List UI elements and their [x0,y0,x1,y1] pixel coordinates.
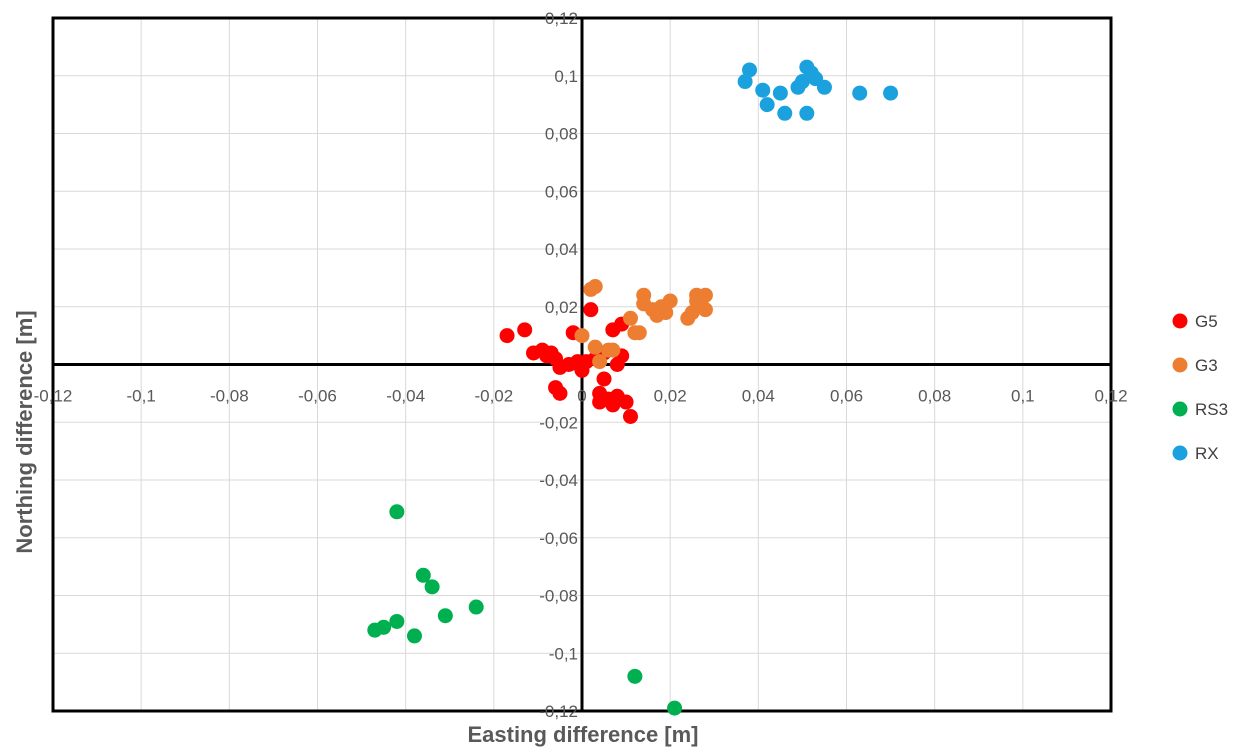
y-tick-label: 0,1 [554,67,578,86]
point-g3 [592,354,608,370]
x-tick-label: 0,12 [1094,387,1127,406]
point-g3 [697,287,713,303]
point-rx [772,85,788,101]
point-g5 [596,371,612,387]
point-rs3 [415,567,431,583]
point-g3 [631,325,647,341]
x-tick-label: 0,02 [654,387,687,406]
x-tick-label: -0,04 [386,387,425,406]
point-rs3 [376,619,392,635]
legend-marker-g3 [1172,357,1188,373]
x-tick-label: -0,02 [474,387,513,406]
series-rs3 [367,504,683,716]
x-tick-label: -0,06 [298,387,337,406]
point-g5 [622,408,638,424]
point-g3 [658,305,674,321]
x-tick-label: 0,08 [918,387,951,406]
point-g3 [662,293,678,309]
point-g5 [499,328,515,344]
legend-marker-rx [1172,445,1188,461]
legend-label-rs3: RS3 [1195,400,1228,419]
x-tick-label: 0,06 [830,387,863,406]
point-g5 [552,385,568,401]
y-tick-label: -0,12 [539,702,578,721]
y-tick-label: 0,12 [545,9,578,28]
x-axis-title: Easting difference [m] [467,722,698,747]
point-rx [852,85,868,101]
x-tick-label: 0 [577,387,586,406]
point-rx [759,97,775,113]
y-tick-label: 0,06 [545,182,578,201]
point-rx [777,105,793,121]
point-rx [816,79,832,95]
point-rs3 [627,668,643,684]
legend: G5 G3 RS3 RX [1172,312,1228,463]
y-tick-label: 0,08 [545,125,578,144]
point-g3 [574,328,590,344]
y-tick-label: 0,02 [545,298,578,317]
y-tick-label: 0,04 [545,240,578,259]
point-g5 [583,302,599,318]
legend-label-g3: G3 [1195,356,1218,375]
point-rx [742,62,758,78]
point-rx [883,85,899,101]
data-points [367,59,899,716]
point-rs3 [389,613,405,629]
legend-marker-rs3 [1172,401,1188,417]
point-rs3 [468,599,484,615]
legend-marker-g5 [1172,313,1188,329]
x-tick-label: -0,1 [127,387,156,406]
point-rs3 [406,628,422,644]
legend-label-rx: RX [1195,444,1219,463]
y-tick-label: -0,04 [539,471,578,490]
y-tick-label: -0,02 [539,413,578,432]
y-axis-title: Northing difference [m] [12,310,37,553]
point-rs3 [389,504,405,520]
point-rx [799,105,815,121]
legend-label-g5: G5 [1195,312,1218,331]
y-tick-label: -0,1 [549,644,578,663]
series-g3 [574,279,713,370]
series-rx [737,59,899,121]
point-g5 [618,394,634,410]
x-tick-label: -0,12 [34,387,73,406]
x-tick-label: 0,04 [742,387,775,406]
y-tick-label: -0,06 [539,529,578,548]
point-g3 [605,342,621,358]
point-rx [755,82,771,98]
y-tick-labels: 0,120,10,080,060,040,020-0,02-0,04-0,06-… [539,9,578,721]
point-rs3 [667,700,683,716]
point-rs3 [437,608,453,624]
point-g3 [587,339,603,355]
point-rx [737,74,753,90]
point-g5 [517,322,533,338]
series-g5 [499,302,638,424]
x-tick-labels: -0,12 -0,1 -0,08 -0,06 -0,04 -0,02 0 0,02 0,04 0,… [34,387,1128,406]
x-tick-label: 0,1 [1011,387,1035,406]
point-g3 [697,302,713,318]
x-tick-label: -0,08 [210,387,249,406]
point-g3 [587,279,603,295]
point-rs3 [424,579,440,595]
y-tick-label: -0,08 [539,587,578,606]
point-g3 [622,310,638,326]
